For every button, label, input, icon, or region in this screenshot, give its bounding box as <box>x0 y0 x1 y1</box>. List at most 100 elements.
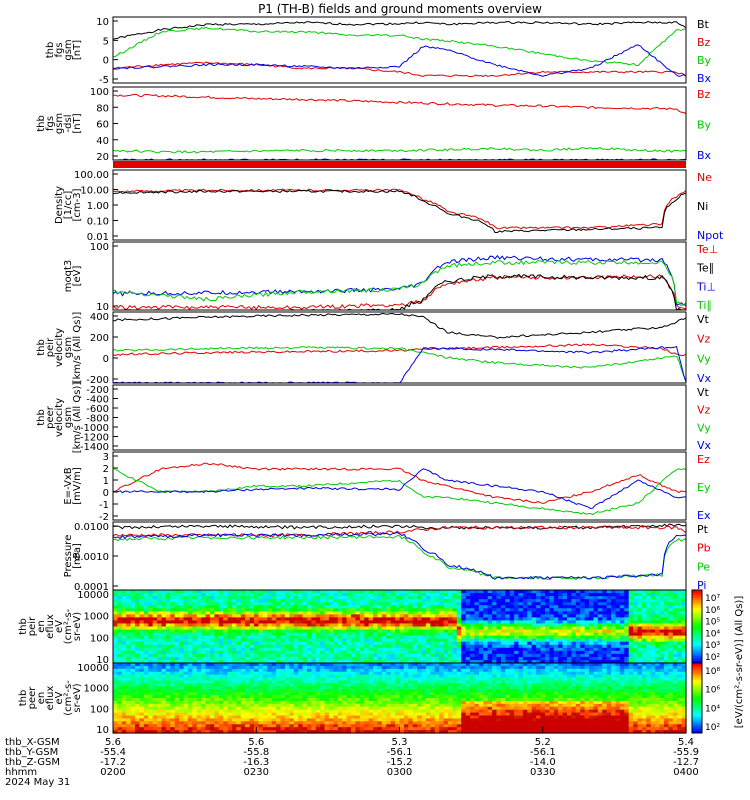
spectrogram-cell <box>558 656 564 661</box>
spectrogram-cell <box>492 596 498 600</box>
spectrogram-cell <box>395 724 401 728</box>
spectrogram-cell <box>232 686 238 690</box>
spectrogram-cell <box>306 638 312 643</box>
spectrogram-cell <box>403 596 409 600</box>
spectrogram-cell <box>284 700 290 705</box>
spectrogram-cell <box>126 647 132 652</box>
spectrogram-cell <box>223 683 229 687</box>
spectrogram-cell <box>205 629 211 634</box>
spectrogram-cell <box>390 700 396 705</box>
spectrogram-cell <box>470 635 476 640</box>
spectrogram-cell <box>474 608 480 612</box>
spectrogram-cell <box>447 611 453 615</box>
spectrogram-cell <box>536 602 542 606</box>
spectrogram-cell <box>258 674 264 679</box>
spectrogram-cell <box>196 632 202 637</box>
spectrogram-cell <box>430 590 436 594</box>
spectrogram-cell <box>566 602 572 606</box>
spectrogram-cell <box>232 695 238 699</box>
spectrogram-cell <box>232 689 238 693</box>
spectrogram-cell <box>201 689 207 693</box>
spectrogram-cell <box>434 623 440 628</box>
spectrogram-cell <box>390 715 396 720</box>
spectrogram-cell <box>227 626 233 631</box>
spectrogram-cell <box>236 632 242 637</box>
spectrogram-cell <box>258 617 264 622</box>
spectrogram-cell <box>240 620 246 625</box>
spectrogram-cell <box>606 620 612 625</box>
spectrogram-cell <box>271 623 277 628</box>
spectrogram-cell <box>487 626 493 631</box>
spectrogram-cell <box>135 698 141 702</box>
spectrogram-cell <box>447 638 453 643</box>
spectrogram-cell <box>258 721 264 725</box>
spectrogram-cell <box>633 644 639 649</box>
spectrogram-cell <box>408 680 414 685</box>
spectrogram-cell <box>492 614 498 618</box>
spectrogram-cell <box>408 674 414 679</box>
legend-entry-Pi: Pi <box>697 579 706 592</box>
spectrogram-cell <box>606 653 612 658</box>
spectrogram-cell <box>289 663 295 667</box>
spectrogram-cell <box>434 638 440 643</box>
spectrogram-cell <box>412 671 418 676</box>
spectrogram-cell <box>218 593 224 597</box>
spectrogram-cell <box>390 629 396 634</box>
spectrogram-cell <box>187 608 193 612</box>
spectrogram-cell <box>364 635 370 640</box>
spectrogram-cell <box>421 620 427 625</box>
spectrogram-cell <box>209 665 215 670</box>
panel-9-ylabel-line: peir <box>27 616 38 636</box>
spectrogram-cell <box>271 659 277 664</box>
spectrogram-cell <box>113 632 119 637</box>
spectrogram-cell <box>306 596 312 600</box>
spectrogram-cell <box>298 653 304 658</box>
spectrogram-cell <box>148 632 154 637</box>
spectrogram-cell <box>126 653 132 658</box>
spectrogram-cell <box>170 590 176 594</box>
spectrogram-cell <box>518 632 524 637</box>
spectrogram-cell <box>267 692 273 696</box>
spectrogram-cell <box>650 659 656 664</box>
spectrogram-cell <box>293 698 299 702</box>
spectrogram-cell <box>461 626 467 631</box>
spectrogram-cell <box>558 614 564 618</box>
spectrogram-cell <box>196 698 202 702</box>
spectrogram-cell <box>187 617 193 622</box>
spectrogram-cell <box>324 671 330 676</box>
spectrogram-cell <box>558 605 564 609</box>
spectrogram-cell <box>655 611 661 615</box>
spectrogram-cell <box>209 632 215 637</box>
spectrogram-cell <box>386 635 392 640</box>
spectrogram-cell <box>232 665 238 670</box>
spectrogram-cell <box>148 718 154 722</box>
spectrogram-cell <box>157 596 163 600</box>
spectrogram-cell <box>183 599 189 603</box>
spectrogram-cell <box>403 674 409 679</box>
spectrogram-cell <box>236 674 242 679</box>
spectrogram-cell <box>143 620 149 625</box>
spectrogram-cell <box>637 608 643 612</box>
spectrogram-cell <box>615 608 621 612</box>
spectrogram-cell <box>267 668 273 673</box>
spectrogram-cell <box>196 659 202 664</box>
spectrogram-cell <box>240 689 246 693</box>
spectrogram-cell <box>553 659 559 664</box>
spectrogram-cell <box>549 638 555 643</box>
spectrogram-cell <box>276 608 282 612</box>
spectrogram-cell <box>496 605 502 609</box>
spectrogram-cell <box>549 647 555 652</box>
spectrogram-cell <box>280 665 286 670</box>
spectrogram-cell <box>364 686 370 690</box>
spectrogram-cell <box>399 626 405 631</box>
spectrogram-cell <box>245 656 251 661</box>
spectrogram-cell <box>395 712 401 717</box>
spectrogram-cell <box>619 611 625 615</box>
panel-4-ylabel-line: moqt3 <box>63 260 74 293</box>
spectrogram-cell <box>179 635 185 640</box>
spectrogram-cell <box>395 590 401 594</box>
spectrogram-cell <box>139 593 145 597</box>
spectrogram-cell <box>174 663 180 667</box>
spectrogram-cell <box>148 593 154 597</box>
spectrogram-cell <box>205 641 211 646</box>
